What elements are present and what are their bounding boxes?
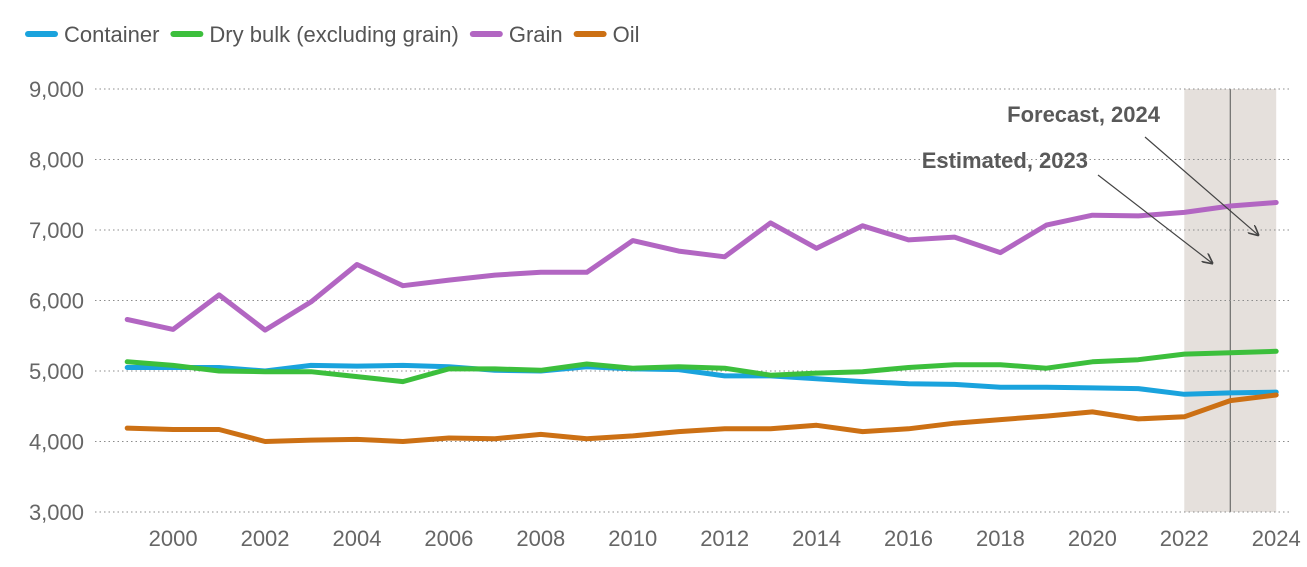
legend-label-oil: Oil — [613, 22, 640, 47]
y-tick-label: 4,000 — [29, 430, 84, 455]
x-tick-label: 2016 — [884, 526, 933, 551]
y-tick-label: 6,000 — [29, 289, 84, 314]
series-line-grain — [124, 200, 1279, 333]
series-line-container — [124, 362, 1279, 397]
x-tick-label: 2022 — [1160, 526, 1209, 551]
x-axis: 2000 2002 2004 2006 2008 2010 2012 2014 2016 2018… — [149, 526, 1301, 551]
x-tick-label: 2024 — [1252, 526, 1301, 551]
x-tick-label: 2018 — [976, 526, 1025, 551]
y-tick-label: 5,000 — [29, 359, 84, 384]
series-lines — [124, 200, 1279, 444]
gridlines — [95, 88, 1290, 513]
x-tick-label: 2020 — [1068, 526, 1117, 551]
y-tick-label: 7,000 — [29, 218, 84, 243]
legend: Container Dry bulk (excluding grain) Grain… — [25, 22, 640, 47]
x-tick-label: 2010 — [608, 526, 657, 551]
annotation-label: Estimated, 2023 — [922, 148, 1088, 173]
x-tick-label: 2014 — [792, 526, 841, 551]
y-tick-label: 3,000 — [29, 500, 84, 525]
series-line-oil — [124, 392, 1279, 444]
series-line-dry-bulk-excluding-grain — [124, 348, 1279, 385]
x-tick-label: 2002 — [241, 526, 290, 551]
x-tick-label: 2000 — [149, 526, 198, 551]
annotation-arrow — [1144, 136, 1258, 235]
legend-label-grain: Grain — [509, 22, 563, 47]
legend-label-container: Container — [64, 22, 159, 47]
annotation-label: Forecast, 2024 — [1007, 102, 1161, 127]
legend-label-dry-bulk-excluding-grain: Dry bulk (excluding grain) — [209, 22, 458, 47]
y-tick-label: 8,000 — [29, 148, 84, 173]
y-axis: 3,000 4,000 5,000 6,000 7,000 8,000 9,000 — [29, 77, 84, 525]
annotation-arrow — [1097, 174, 1212, 263]
x-tick-label: 2012 — [700, 526, 749, 551]
x-tick-label: 2008 — [516, 526, 565, 551]
y-tick-label: 9,000 — [29, 77, 84, 102]
annotations: Forecast, 2024 Estimated, 2023 — [922, 102, 1259, 263]
x-tick-label: 2004 — [333, 526, 382, 551]
x-tick-label: 2006 — [424, 526, 473, 551]
